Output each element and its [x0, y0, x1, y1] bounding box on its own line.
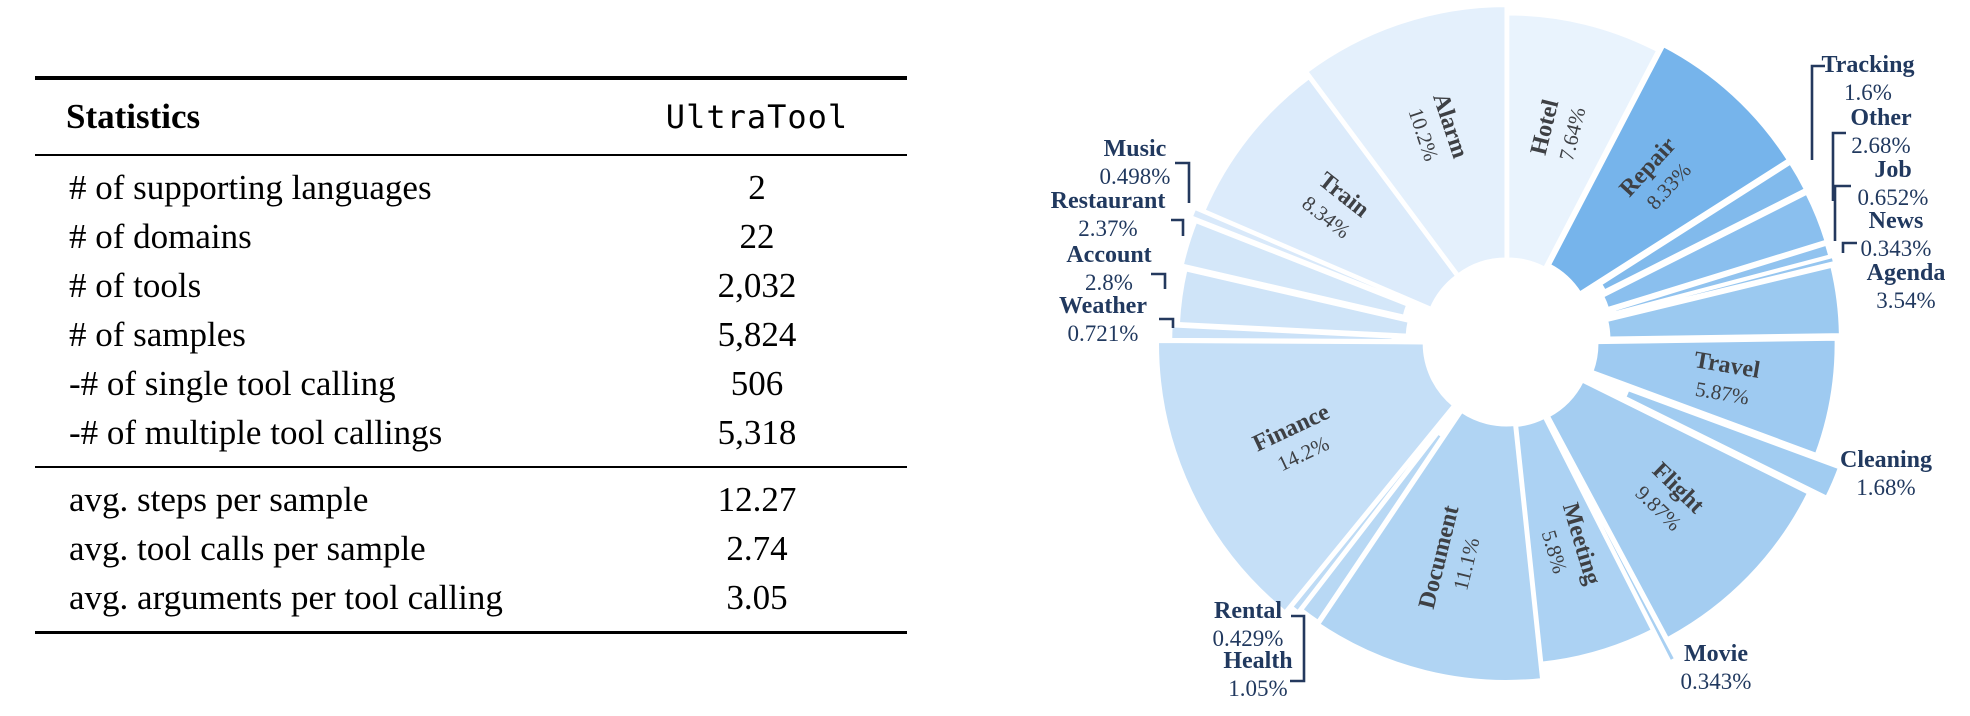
- row-label: -# of single tool calling: [69, 364, 396, 403]
- ext-label-agenda: Agenda: [1867, 260, 1946, 286]
- pie-wedge-health: [1300, 431, 1445, 624]
- row-value: 5,318: [717, 413, 797, 452]
- pie-wedge-news: [1617, 254, 1837, 317]
- pie-wedge-alarm: [1305, 3, 1508, 277]
- leader-line-job: [1833, 184, 1851, 241]
- pie-wedge-document: [1316, 409, 1544, 684]
- ext-label-restaurant: Restaurant: [1051, 188, 1166, 214]
- ext-pct-health: 1.05%: [1228, 676, 1287, 701]
- pie-wedge-restaurant: [1180, 219, 1410, 318]
- table-row: -# of single tool calling 506: [35, 360, 907, 409]
- ext-pct-weather: 0.721%: [1068, 321, 1139, 346]
- ext-pct-restaurant: 2.37%: [1078, 216, 1137, 241]
- ext-label-account: Account: [1066, 242, 1151, 268]
- leader-line-health: [1290, 614, 1306, 683]
- row-value: 2: [748, 168, 766, 207]
- ext-label-movie: Movie: [1684, 641, 1748, 667]
- row-label: avg. tool calls per sample: [69, 529, 426, 568]
- leader-line-weather: [1159, 317, 1175, 328]
- ext-pct-rental: 0.429%: [1213, 626, 1284, 651]
- pie-wedge-agenda: [1604, 264, 1843, 340]
- row-value: 12.27: [717, 480, 797, 519]
- pie-wedge-hotel: [1506, 12, 1660, 270]
- ext-pct-account: 2.8%: [1085, 270, 1133, 295]
- row-label: -# of multiple tool callings: [69, 413, 443, 452]
- ext-pct-cleaning: 1.68%: [1856, 475, 1915, 500]
- ext-pct-tracking: 1.6%: [1844, 80, 1892, 105]
- ext-label-music: Music: [1104, 136, 1167, 162]
- table-header-row: Statistics UltraTool: [35, 80, 907, 154]
- leader-line-music: [1175, 161, 1191, 203]
- ext-label-tracking: Tracking: [1822, 52, 1915, 78]
- table-row: avg. tool calls per sample 2.74: [35, 525, 907, 574]
- leader-line-restaurant: [1171, 218, 1185, 236]
- row-label: avg. arguments per tool calling: [69, 578, 503, 617]
- table-section-averages: avg. steps per sample 12.27 avg. tool ca…: [35, 468, 907, 631]
- table-row: avg. steps per sample 12.27: [35, 476, 907, 525]
- statistics-table: Statistics UltraTool # of supporting lan…: [35, 76, 907, 634]
- ext-label-job: Job: [1874, 157, 1911, 183]
- pie-wedge-finance: [1155, 339, 1456, 614]
- table-rule-header: [35, 153, 907, 156]
- row-value: 2,032: [717, 266, 797, 305]
- table-row: -# of multiple tool callings 5,318: [35, 409, 907, 458]
- table-header-dataset: UltraTool: [665, 97, 849, 136]
- pie-wedge-job: [1612, 242, 1832, 315]
- ext-pct-job: 0.652%: [1858, 185, 1929, 210]
- leader-line-news: [1841, 241, 1857, 253]
- row-label: # of supporting languages: [69, 168, 432, 207]
- table-row: # of samples 5,824: [35, 311, 907, 360]
- pie-wedge-flight: [1546, 379, 1811, 641]
- ext-pct-news: 0.343%: [1861, 236, 1932, 261]
- table-row: # of supporting languages 2: [35, 164, 907, 213]
- ext-label-rental: Rental: [1214, 598, 1282, 624]
- leader-line-tracking: [1810, 64, 1825, 160]
- ext-label-news: News: [1869, 208, 1924, 234]
- pie-wedge-tracking: [1598, 161, 1808, 293]
- table-header-statistics: Statistics: [66, 96, 201, 136]
- table-rule-middle: [35, 465, 907, 468]
- pie-wedge-meeting: [1514, 415, 1655, 665]
- table-section-counts: # of supporting languages 2 # of domains…: [35, 156, 907, 466]
- ext-pct-other: 2.68%: [1851, 133, 1910, 158]
- row-label: avg. steps per sample: [69, 480, 369, 519]
- table-rule-bottom: [35, 630, 907, 634]
- ext-label-weather: Weather: [1059, 293, 1147, 319]
- pie-wedge-travel: [1590, 337, 1838, 457]
- table-rule-top: [35, 76, 907, 80]
- pie-wedge-other: [1600, 191, 1828, 311]
- ext-label-other: Other: [1850, 105, 1912, 131]
- row-value: 506: [730, 364, 784, 403]
- pie-wedge-rental: [1289, 433, 1435, 614]
- leader-line-account: [1151, 272, 1167, 289]
- table-row: avg. arguments per tool calling 3.05: [35, 574, 907, 623]
- pie-wedge-train: [1202, 75, 1459, 311]
- pie-wedge-repair: [1547, 43, 1791, 295]
- ext-pct-movie: 0.343%: [1681, 669, 1752, 694]
- pie-wedge-account: [1176, 268, 1411, 337]
- pie-wedge-cleaning: [1623, 387, 1842, 499]
- row-value: 2.74: [726, 529, 788, 568]
- table-row: # of tools 2,032: [35, 262, 907, 311]
- ext-pct-agenda: 3.54%: [1876, 288, 1935, 313]
- row-value: 5,824: [717, 315, 797, 354]
- leader-line-other: [1831, 131, 1846, 201]
- pie-wedge-weather: [1169, 324, 1395, 343]
- ext-pct-music: 0.498%: [1100, 164, 1171, 189]
- ext-label-cleaning: Cleaning: [1840, 447, 1932, 473]
- row-value: 22: [739, 217, 775, 256]
- table-row: # of domains 22: [35, 213, 907, 262]
- ext-label-health: Health: [1223, 648, 1292, 674]
- row-label: # of samples: [69, 315, 246, 354]
- row-label: # of tools: [69, 266, 202, 305]
- row-label: # of domains: [69, 217, 252, 256]
- row-value: 3.05: [726, 578, 788, 617]
